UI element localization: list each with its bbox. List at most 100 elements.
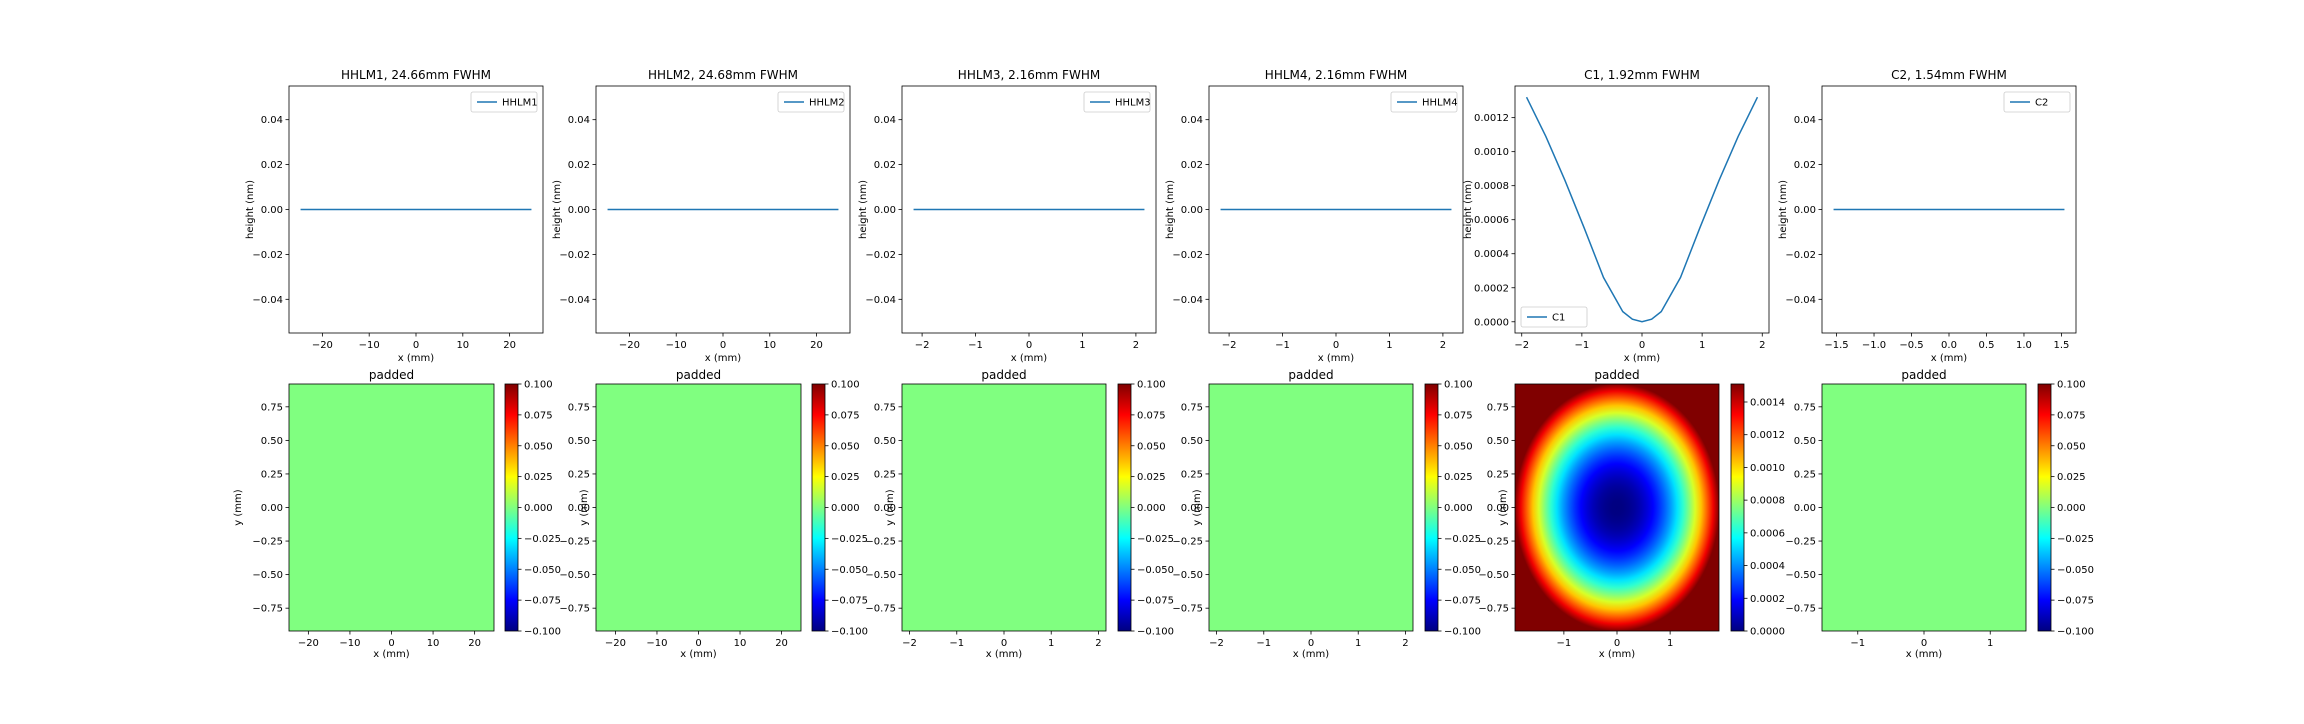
x-tick-label: 0: [1001, 638, 1007, 649]
series-line-c1: [1525, 96, 1759, 323]
legend: C2: [2003, 91, 2071, 113]
x-tick-label: −20: [298, 638, 319, 649]
y-tick-label: −0.75: [865, 604, 896, 615]
y-tick-label: −0.75: [1172, 604, 1203, 615]
y-tick-label: 0.50: [568, 436, 590, 447]
chart-title: padded: [369, 368, 414, 382]
y-tick-label: 0.75: [1181, 402, 1203, 413]
y-tick-label: −0.50: [1172, 570, 1203, 581]
heatmap-panel-4: padded −2 −1 0 1 2 −0.75 −0.50 −0.25 0.00 0.25 0.50…: [1172, 368, 1481, 660]
x-axis-label: x (mm): [1011, 353, 1047, 364]
x-tick-label: 2: [1095, 638, 1101, 649]
colorbar-tick-label: 0.000: [524, 503, 553, 514]
x-axis-label: x (mm): [680, 649, 716, 660]
colorbar-scale: [1424, 383, 1439, 632]
colorbar-tick-label: 0.0012: [1750, 430, 1785, 441]
x-tick-label: 1: [1048, 638, 1054, 649]
colorbar-tick-label: 0.050: [831, 441, 860, 452]
y-tick-label: −0.75: [252, 604, 283, 615]
legend-box: [2003, 91, 2071, 113]
colorbar-tick-label: −0.050: [524, 565, 561, 576]
x-tick-label: −10: [666, 340, 687, 351]
x-tick-label: −20: [312, 340, 333, 351]
x-tick-label: 10: [427, 638, 440, 649]
y-tick-label: −0.50: [559, 570, 590, 581]
x-tick-label: 20: [810, 340, 823, 351]
y-tick-label: 0.75: [568, 402, 590, 413]
x-tick-label: 2: [1402, 638, 1408, 649]
y-tick-label: 0.02: [874, 160, 896, 171]
colorbar-tick-label: −0.050: [831, 565, 868, 576]
heatmap-cells: [596, 384, 801, 631]
x-tick-label: 1: [1667, 638, 1673, 649]
chart-title: C1, 1.92mm FWHM: [1584, 68, 1700, 82]
colorbar-tick-label: 0.0008: [1750, 496, 1785, 507]
y-tick-label: −0.02: [1172, 250, 1203, 261]
y-tick-label: 0.00: [568, 205, 590, 216]
colorbar-tick-label: −0.025: [524, 534, 561, 545]
heatmap-cells: [289, 384, 494, 631]
y-tick-label: −0.50: [865, 570, 896, 581]
colorbar: −0.100 −0.075 −0.050 −0.025 0.000 0.025 0.050 0…: [2037, 380, 2094, 638]
colorbar-tick-label: −0.100: [2057, 627, 2094, 638]
legend-box: [1083, 91, 1151, 113]
y-tick-label: 0.00: [1794, 205, 1816, 216]
y-tick-label: 0.00: [1487, 503, 1509, 514]
colorbar-tick-label: −0.100: [524, 627, 561, 638]
colorbar-tick-label: −0.100: [831, 627, 868, 638]
chart-title: HHLM1, 24.66mm FWHM: [341, 68, 491, 82]
colorbar-tick-label: −0.075: [1137, 596, 1174, 607]
y-tick-label: 0.25: [261, 469, 283, 480]
line-chart-panel-4: HHLM4, 2.16mm FWHM −2 −1 0 1 2 −0.04 −0.02 0.00 0…: [1165, 68, 1464, 364]
colorbar: −0.100 −0.075 −0.050 −0.025 0.000 0.025 0.050 0…: [811, 380, 868, 638]
colorbar-tick-label: 0.0010: [1750, 463, 1785, 474]
x-tick-label: 0: [1614, 638, 1620, 649]
x-axis-label: x (mm): [1931, 353, 1967, 364]
y-axis-label: y (mm): [1498, 489, 1509, 525]
colorbar-tick-label: 0.050: [524, 441, 553, 452]
x-tick-label: −1: [1850, 638, 1865, 649]
x-axis-label: x (mm): [1599, 649, 1635, 660]
x-tick-label: 0: [720, 340, 726, 351]
y-tick-label: 0.04: [568, 115, 590, 126]
x-axis-label: x (mm): [705, 353, 741, 364]
y-tick-label: 0.0006: [1474, 215, 1509, 226]
colorbar-tick-label: −0.050: [2057, 565, 2094, 576]
y-tick-label: 0.50: [1487, 436, 1509, 447]
y-tick-label: 0.75: [1487, 402, 1509, 413]
colorbar-tick-label: 0.100: [1137, 380, 1166, 391]
x-tick-label: −1: [1574, 340, 1589, 351]
y-tick-label: 0.00: [568, 503, 590, 514]
x-tick-label: −0.5: [1899, 340, 1923, 351]
x-tick-label: −1.5: [1824, 340, 1848, 351]
colorbar: −0.100 −0.075 −0.050 −0.025 0.000 0.025 0.050 0…: [1424, 380, 1481, 638]
chart-title: HHLM4, 2.16mm FWHM: [1265, 68, 1407, 82]
x-tick-label: 0: [1308, 638, 1314, 649]
y-tick-label: −0.02: [1785, 250, 1816, 261]
y-tick-label: 0.04: [1794, 115, 1816, 126]
x-tick-label: −1: [949, 638, 964, 649]
y-tick-label: −0.25: [1172, 537, 1203, 548]
heatmap-cells: [1515, 384, 1719, 631]
y-axis-label: height (nm): [1463, 180, 1474, 239]
y-tick-label: 0.02: [1794, 160, 1816, 171]
x-tick-label: −1: [968, 340, 983, 351]
y-axis-label: y (mm): [1192, 489, 1203, 525]
y-tick-label: 0.0010: [1474, 147, 1509, 158]
y-tick-label: 0.50: [1794, 436, 1816, 447]
y-tick-label: 0.00: [1181, 503, 1203, 514]
chart-title: padded: [1901, 368, 1946, 382]
line-chart-panel-6: C2, 1.54mm FWHM −1.5 −1.0 −0.5 0.0 0.5 1.0 1.5 −…: [1778, 68, 2077, 364]
x-axis-label: x (mm): [373, 649, 409, 660]
heatmap-panel-6: padded −1 0 1 −0.75 −0.50 −0.25 0.00 0.25 0.50 0.7…: [1785, 368, 2094, 660]
x-axis-label: x (mm): [1906, 649, 1942, 660]
legend-box: [1390, 91, 1458, 113]
y-tick-label: 0.25: [1794, 469, 1816, 480]
colorbar-scale: [811, 383, 826, 632]
legend-label: HHLM1: [502, 98, 538, 109]
legend-label: HHLM3: [1115, 98, 1151, 109]
colorbar-tick-label: −0.050: [1137, 565, 1174, 576]
colorbar-tick-label: 0.050: [1444, 441, 1473, 452]
legend-box: [777, 91, 845, 113]
y-tick-label: 0.00: [874, 205, 896, 216]
